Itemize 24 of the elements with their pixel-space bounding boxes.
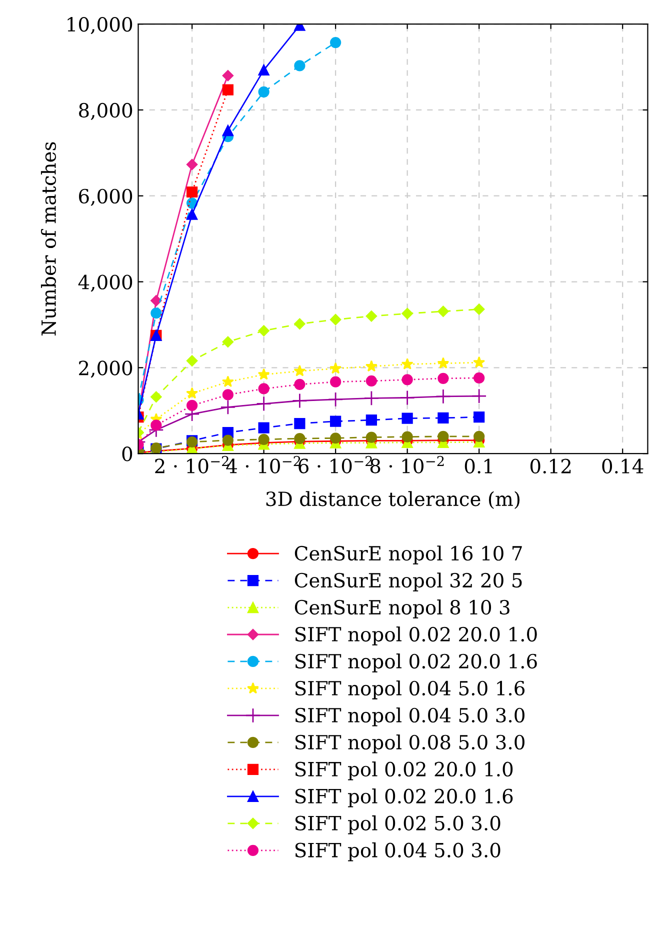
- legend-label: SIFT pol 0.02 5.0 3.0: [295, 815, 500, 834]
- legend-label: CenSurE nopol 8 10 3: [294, 600, 510, 618]
- legend-label: SIFT pol 0.04 5.0 3.0: [295, 842, 500, 862]
- legend-label: SIFT nopol 0.04 5.0 1.6: [295, 680, 525, 700]
- x-tick-label: 0.12: [530, 458, 571, 474]
- y-tick-label: 10,000: [68, 17, 132, 34]
- x-axis-title: 3D distance tolerance (m): [266, 491, 520, 509]
- y-tick-label: 4,000: [78, 274, 132, 292]
- legend-label: SIFT nopol 0.04 5.0 3.0: [295, 707, 524, 726]
- legend-label: SIFT nopol 0.02 20.0 1.6: [295, 654, 537, 672]
- legend-label: CenSurE nopol 32 20 5: [294, 572, 522, 592]
- y-tick-label: 2,000: [79, 360, 132, 378]
- y-tick-label: 6,000: [79, 188, 132, 206]
- y-tick-label: 0: [122, 446, 132, 462]
- legend-label: SIFT nopol 0.02 20.0 1.0: [295, 626, 537, 646]
- legend-label: SIFT nopol 0.08 5.0 3.0: [295, 734, 524, 754]
- legend-label: SIFT pol 0.02 20.0 1.6: [295, 788, 513, 808]
- legend-label: SIFT pol 0.02 20.0 1.0: [295, 761, 513, 780]
- x-tick-label: 0.14: [602, 458, 644, 474]
- x-tick-label: 0.1: [464, 458, 492, 474]
- y-tick-label: 8,000: [79, 102, 132, 120]
- x-tick-label: 6 · 10$^{−2}$: [298, 456, 372, 474]
- legend-label: CenSurE nopol 16 10 7: [294, 546, 522, 564]
- y-axis-title: Number of matches: [40, 142, 56, 336]
